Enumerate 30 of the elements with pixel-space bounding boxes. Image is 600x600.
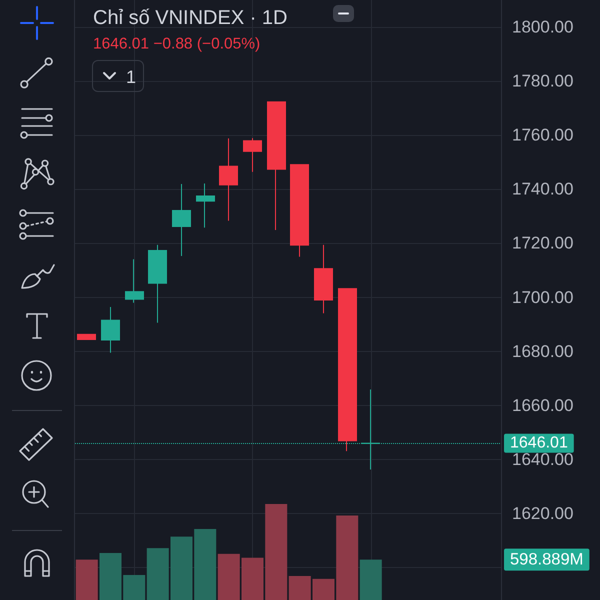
candlestick: [314, 244, 333, 314]
candlestick: [219, 138, 238, 222]
y-tick-label: 1680.00: [512, 342, 574, 361]
y-tick-label: 1800.00: [512, 18, 574, 37]
y-tick-label: 1740.00: [512, 180, 574, 199]
text: 1646.01 −0.88 (−0.05%): [93, 36, 260, 52]
candlestick: [172, 184, 191, 256]
y-tick-label: 1620.00: [512, 504, 574, 524]
candlestick: [243, 138, 262, 172]
candlestick: [77, 334, 96, 340]
y-tick-label: 1660.00: [512, 396, 574, 415]
bar: [76, 560, 98, 600]
bar: [360, 560, 382, 600]
candlestick: [125, 258, 144, 304]
chart-title: Chỉ số VNINDEX · 1D: [93, 7, 288, 29]
candlestick: [338, 288, 357, 452]
dropdown-button: 1: [92, 60, 144, 92]
y-tick-label: 1760.00: [512, 126, 574, 145]
y-tick-label: 1780.00: [512, 72, 574, 91]
candlestick: [148, 244, 167, 324]
y-tick-label: 1720.00: [512, 234, 574, 253]
text: 598.889M: [510, 550, 584, 569]
y-tick-label: 1640.00: [512, 450, 574, 469]
annotation: 1: [126, 67, 136, 87]
y-tick-label: 1700.00: [512, 288, 574, 307]
candlestick: [196, 183, 215, 228]
candlestick: [267, 101, 286, 230]
candlestick: [101, 306, 120, 354]
ref-line-label: 1646.01: [510, 434, 568, 452]
candlestick: [290, 164, 309, 258]
